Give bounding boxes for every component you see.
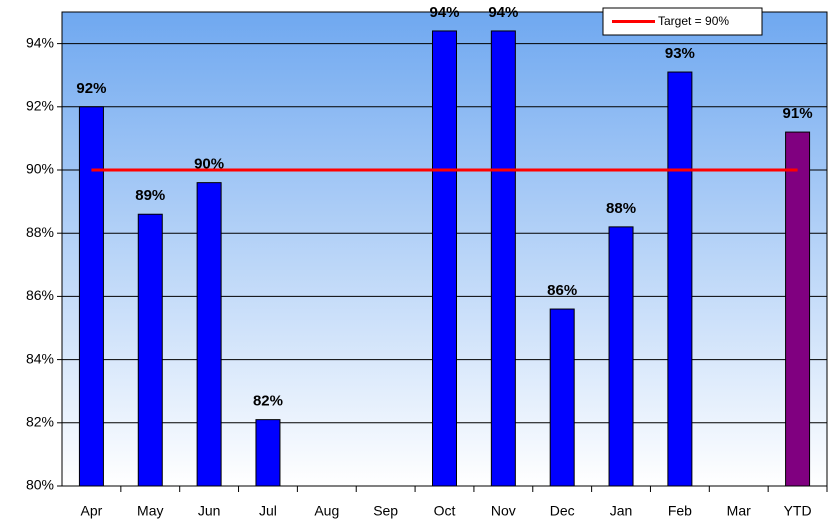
x-tick-label: Sep	[373, 503, 398, 519]
bar	[196, 182, 222, 487]
value-label: 88%	[606, 200, 636, 217]
value-label: 86%	[547, 282, 577, 299]
bar	[432, 30, 457, 487]
x-tick-label: Jul	[259, 503, 277, 519]
value-label: 93%	[665, 45, 695, 62]
bar	[255, 419, 281, 487]
x-tick-label: Jan	[610, 503, 633, 519]
x-tick-label: Jun	[198, 503, 221, 519]
x-tick-label: Mar	[727, 503, 751, 519]
value-label: 89%	[135, 187, 165, 204]
y-tick-label: 90%	[26, 161, 54, 177]
x-tick-label: Oct	[434, 503, 456, 519]
value-label: 90%	[194, 156, 224, 173]
value-label: 92%	[76, 80, 106, 97]
bar	[785, 131, 811, 487]
bar	[667, 71, 693, 487]
bar	[137, 213, 163, 487]
value-label: 94%	[429, 4, 459, 21]
legend-label: Target = 90%	[658, 14, 729, 28]
value-label: 94%	[488, 4, 518, 21]
bar	[549, 308, 575, 487]
y-tick-label: 84%	[26, 350, 54, 366]
y-tick-label: 86%	[26, 287, 54, 303]
value-label: 91%	[783, 105, 813, 122]
x-tick-label: Feb	[668, 503, 692, 519]
bar	[490, 30, 516, 487]
bar	[78, 106, 104, 487]
value-label: 82%	[253, 393, 283, 410]
x-tick-label: Apr	[81, 503, 103, 519]
y-tick-label: 94%	[26, 34, 54, 50]
x-tick-label: Dec	[550, 503, 575, 519]
x-tick-label: May	[137, 503, 163, 519]
y-tick-label: 92%	[26, 98, 54, 114]
y-tick-label: 82%	[26, 414, 54, 430]
bar	[608, 226, 634, 487]
x-tick-label: Aug	[314, 503, 339, 519]
x-tick-label: YTD	[784, 503, 812, 519]
x-tick-label: Nov	[491, 503, 516, 519]
y-tick-label: 80%	[26, 477, 54, 493]
y-tick-label: 88%	[26, 224, 54, 240]
